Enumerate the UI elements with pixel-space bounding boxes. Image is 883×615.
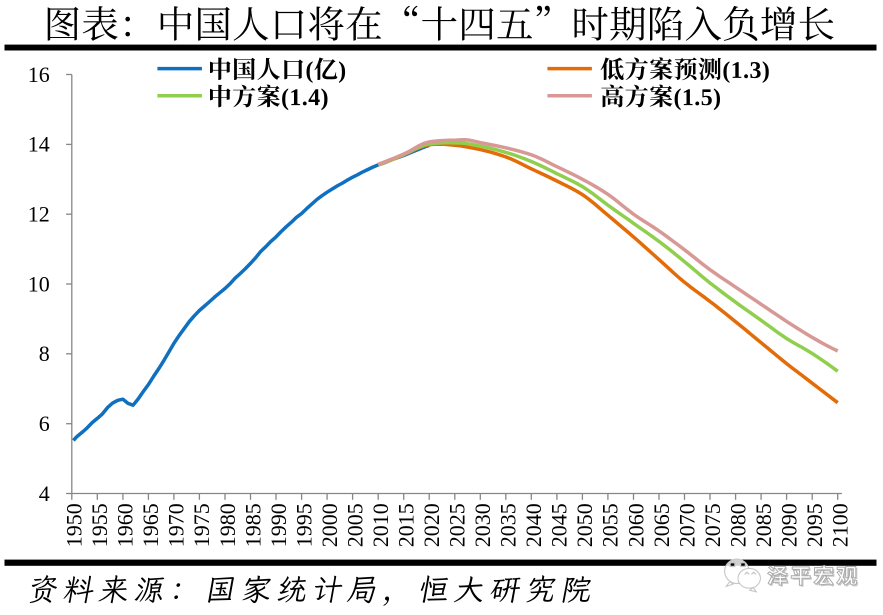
svg-text:2050: 2050: [572, 503, 597, 547]
svg-text:2095: 2095: [802, 503, 827, 547]
svg-text:2000: 2000: [317, 503, 342, 547]
svg-text:1970: 1970: [164, 503, 189, 547]
svg-text:2015: 2015: [394, 503, 419, 547]
svg-text:2055: 2055: [598, 503, 623, 547]
svg-text:2065: 2065: [649, 503, 674, 547]
svg-text:10: 10: [28, 271, 50, 296]
svg-text:1980: 1980: [215, 503, 240, 547]
svg-text:2080: 2080: [725, 503, 750, 547]
svg-text:1955: 1955: [87, 503, 112, 547]
svg-text:6: 6: [39, 411, 50, 436]
svg-text:2045: 2045: [547, 503, 572, 547]
svg-text:2085: 2085: [751, 503, 776, 547]
svg-text:2020: 2020: [419, 503, 444, 547]
svg-text:2005: 2005: [342, 503, 367, 547]
svg-text:2035: 2035: [496, 503, 521, 547]
svg-text:2075: 2075: [700, 503, 725, 547]
svg-text:2060: 2060: [623, 503, 648, 547]
svg-text:8: 8: [39, 341, 50, 366]
svg-text:12: 12: [28, 202, 50, 227]
svg-text:1990: 1990: [266, 503, 291, 547]
svg-text:1960: 1960: [113, 503, 138, 547]
svg-text:2090: 2090: [776, 503, 801, 547]
svg-text:2030: 2030: [470, 503, 495, 547]
svg-text:4: 4: [39, 481, 50, 506]
svg-text:16: 16: [28, 62, 50, 87]
svg-text:14: 14: [28, 132, 50, 157]
svg-text:1985: 1985: [240, 503, 265, 547]
svg-text:1965: 1965: [138, 503, 163, 547]
svg-text:2070: 2070: [674, 503, 699, 547]
svg-text:1975: 1975: [189, 503, 214, 547]
svg-text:2100: 2100: [828, 503, 853, 547]
svg-text:1950: 1950: [62, 503, 87, 547]
svg-text:2040: 2040: [521, 503, 546, 547]
svg-text:2010: 2010: [368, 503, 393, 547]
svg-text:2025: 2025: [445, 503, 470, 547]
svg-text:1995: 1995: [291, 503, 316, 547]
